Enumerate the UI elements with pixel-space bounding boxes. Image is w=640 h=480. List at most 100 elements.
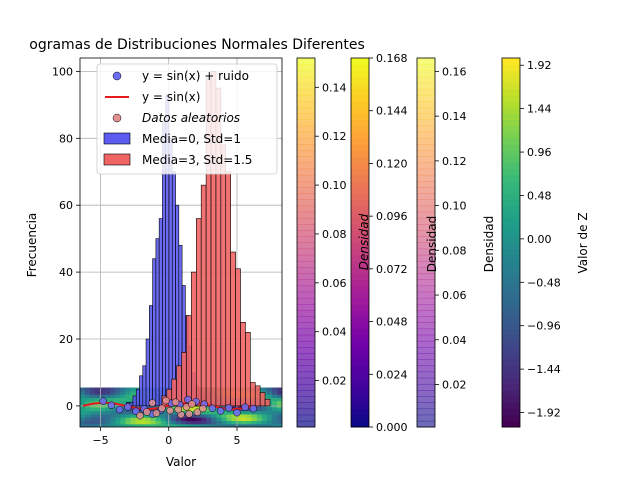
histogram-bar xyxy=(245,332,251,407)
histograms xyxy=(126,71,271,407)
scatter-point xyxy=(249,404,258,413)
colorbar-swatch xyxy=(351,88,369,96)
colorbar-tick-label: −0.96 xyxy=(527,320,561,333)
contour-cell xyxy=(90,407,96,412)
contour-cell xyxy=(170,413,177,418)
colorbar-swatch xyxy=(502,70,520,77)
legend-label: y = sin(x) + ruido xyxy=(142,69,249,83)
contour-cell xyxy=(201,420,207,425)
colorbar-swatch xyxy=(417,377,435,385)
colorbar-swatch xyxy=(351,408,369,416)
colorbar-swatch xyxy=(351,242,369,250)
contour-cell xyxy=(271,387,278,392)
contour-cell xyxy=(276,413,282,418)
contour-cell xyxy=(246,410,253,415)
colorbar-tick-label: 0.96 xyxy=(527,146,552,159)
scatter-point xyxy=(216,407,225,415)
contour-cell xyxy=(256,410,263,415)
colorbar-swatch xyxy=(297,273,315,280)
contour-cell xyxy=(105,390,111,395)
histogram-bar xyxy=(240,321,246,407)
colorbar-swatch xyxy=(502,334,520,342)
colorbar-swatch xyxy=(502,285,520,293)
colorbar-swatch xyxy=(502,119,520,127)
contour-cell xyxy=(266,407,273,412)
scatter-point xyxy=(174,405,183,414)
contour-cell xyxy=(201,417,207,422)
scatter-point xyxy=(199,404,207,413)
colorbar-swatch xyxy=(502,371,520,379)
colorbar-tick-label: 0.000 xyxy=(376,421,408,434)
colorbar-swatch xyxy=(502,88,520,96)
contour-cell xyxy=(100,420,106,425)
contour-cell xyxy=(85,394,91,398)
colorbar-swatch xyxy=(502,353,520,360)
main-plot: −5 0 5 0 20 40 60 80 100 Valor Frecuencia y = si… xyxy=(25,57,283,469)
contour-cell xyxy=(261,423,268,427)
contour-cell xyxy=(120,387,127,392)
colorbar-swatch xyxy=(417,414,435,422)
colorbar-swatch xyxy=(417,273,435,280)
colorbar-swatch xyxy=(417,328,435,336)
contour-cell xyxy=(80,400,86,405)
contour-cell xyxy=(160,410,167,415)
colorbar-swatch xyxy=(417,297,435,305)
contour-cell xyxy=(80,387,86,392)
contour-cell xyxy=(85,400,91,405)
contour-cell xyxy=(266,390,273,395)
colorbar-tick-label: −1.92 xyxy=(527,407,561,420)
colorbar-tick-label: −1.44 xyxy=(527,363,561,376)
contour-cell xyxy=(130,413,137,418)
colorbar-swatch xyxy=(351,279,369,287)
contour-cell xyxy=(170,410,177,415)
contour-cell xyxy=(216,423,222,427)
contour-cell xyxy=(95,420,101,425)
contour-cell xyxy=(186,417,192,422)
scatter-point xyxy=(241,403,249,412)
contour-cell xyxy=(90,390,96,395)
histogram-bar xyxy=(158,218,163,407)
contour-cell xyxy=(105,407,111,412)
histogram-bar xyxy=(264,398,271,407)
contour-cell xyxy=(85,413,91,418)
contour-cell xyxy=(236,417,243,422)
colorbar-swatch xyxy=(351,150,369,157)
colorbar-swatch xyxy=(417,383,435,391)
colorbar-swatch xyxy=(502,107,520,114)
colorbar-tick-label: 0.10 xyxy=(442,200,467,213)
colorbar-swatch xyxy=(297,70,315,77)
contour-cell xyxy=(95,397,101,402)
contour-cell xyxy=(125,410,132,415)
colorbar-swatch xyxy=(351,322,369,330)
contour-cell xyxy=(105,420,111,425)
colorbar-swatch xyxy=(417,420,435,428)
contour-cell xyxy=(256,413,263,418)
contour-cell xyxy=(276,387,282,392)
colorbar-swatch xyxy=(417,113,435,120)
colorbar-tick-label: 0.08 xyxy=(322,228,347,241)
colorbar-swatch xyxy=(502,316,520,323)
colorbar-swatch xyxy=(417,267,435,274)
colorbar-tick-label: 0.096 xyxy=(376,210,408,223)
colorbar-swatch xyxy=(351,64,369,71)
contour-cell xyxy=(175,417,182,422)
contour-cell xyxy=(226,423,233,427)
contour-cell xyxy=(125,420,132,425)
colorbar-swatch xyxy=(502,310,520,317)
contour-cell xyxy=(105,387,111,392)
scatter-point xyxy=(208,404,217,413)
contour-cell xyxy=(231,423,238,427)
colorbar-swatch xyxy=(351,187,369,194)
colorbar-swatch xyxy=(417,168,435,176)
colorbar-swatch xyxy=(297,236,315,243)
colorbar-swatch xyxy=(417,408,435,416)
histogram-bar xyxy=(250,382,256,407)
colorbar-swatch xyxy=(297,168,315,176)
colorbar-swatch xyxy=(502,236,520,243)
colorbar-swatch xyxy=(351,211,369,219)
contour-cell xyxy=(160,417,167,422)
contour-cell xyxy=(95,387,101,392)
colorbar-tick-label: 0.06 xyxy=(442,289,467,302)
scatter-point xyxy=(143,408,151,416)
colorbar-tick-label: 1.92 xyxy=(527,59,552,72)
